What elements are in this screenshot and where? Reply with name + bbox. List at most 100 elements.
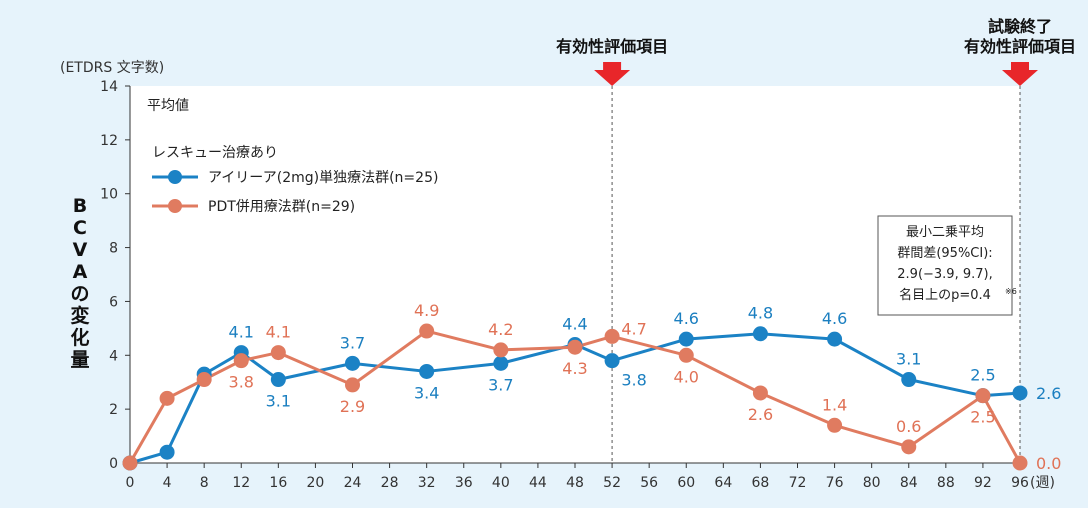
- y-tick-label: 8: [109, 241, 118, 257]
- data-label: 4.0: [674, 367, 699, 386]
- data-point: [159, 390, 175, 406]
- x-tick-label: 88: [937, 475, 955, 491]
- y-axis-title: B C V A の変化量: [70, 195, 89, 371]
- stats-line: 最小二乗平均: [906, 225, 984, 240]
- x-tick-label: 80: [863, 475, 881, 491]
- endpoint-title: 試験終了: [988, 17, 1052, 36]
- x-tick-label: 84: [900, 475, 918, 491]
- data-point: [604, 328, 620, 344]
- x-tick-label: 44: [529, 475, 547, 491]
- stats-footnote: ※6: [1005, 287, 1017, 296]
- data-point: [678, 347, 694, 363]
- stats-box: [877, 215, 1013, 316]
- data-label: 4.1: [229, 323, 254, 342]
- data-point: [1012, 455, 1028, 471]
- legend-entry: PDT併用療法群(n=29): [208, 198, 355, 215]
- data-point: [901, 372, 917, 388]
- data-point: [122, 455, 138, 471]
- y-tick-label: 2: [109, 402, 118, 418]
- data-point: [752, 385, 768, 401]
- x-tick-label: 32: [418, 475, 436, 491]
- data-point: [752, 326, 768, 342]
- endpoint-arrow: [1002, 62, 1038, 86]
- data-point: [419, 323, 435, 339]
- series-line: [128, 329, 1022, 464]
- data-label: 3.8: [229, 373, 254, 392]
- data-label: 0.6: [896, 417, 921, 436]
- data-label: 4.7: [621, 319, 646, 338]
- x-tick-label: 40: [492, 475, 510, 491]
- y-tick-label: 6: [109, 294, 118, 310]
- x-tick-label: 8: [200, 475, 209, 491]
- stats-line: 2.9(−3.9, 9.7),: [897, 267, 992, 282]
- data-point: [270, 372, 286, 388]
- legend-marker: [168, 199, 182, 213]
- stats-line: 群間差(95%CI):: [897, 246, 992, 261]
- data-point: [419, 363, 435, 379]
- endpoint-title: 有効性評価項目: [964, 37, 1076, 56]
- legend-group-title: レスキュー治療あり: [152, 144, 278, 161]
- x-tick-label: 28: [381, 475, 399, 491]
- x-tick-label: 72: [789, 475, 807, 491]
- data-point: [975, 388, 991, 404]
- data-label: 4.3: [562, 359, 587, 378]
- data-label: 3.1: [896, 350, 921, 369]
- data-label: 2.9: [340, 397, 365, 416]
- data-label: 4.1: [266, 323, 291, 342]
- y-tick-label: 0: [109, 456, 118, 472]
- data-point: [196, 372, 212, 388]
- x-tick-label: 24: [344, 475, 362, 491]
- legend-subtitle: 平均値: [147, 98, 189, 114]
- data-label: 3.4: [414, 383, 439, 402]
- data-label: 3.8: [621, 371, 646, 390]
- data-label: 3.1: [266, 392, 291, 411]
- data-point: [493, 355, 509, 371]
- x-tick-label: 48: [566, 475, 584, 491]
- x-tick-label: 76: [826, 475, 844, 491]
- stats-line: 名目上のp=0.4: [899, 287, 991, 303]
- data-label: 4.6: [674, 309, 699, 328]
- data-label: 2.5: [970, 408, 995, 427]
- data-point: [901, 439, 917, 455]
- data-point: [270, 345, 286, 361]
- y-axis-unit: (ETDRS 文字数): [60, 60, 164, 76]
- x-tick-label: 52: [603, 475, 621, 491]
- data-point: [233, 353, 249, 369]
- endpoint-arrow: [594, 62, 631, 86]
- x-tick-label: 68: [752, 475, 770, 491]
- endpoint-title: 有効性評価項目: [556, 37, 668, 56]
- data-label: 4.8: [748, 304, 773, 323]
- data-label: 2.5: [970, 366, 995, 385]
- data-point: [604, 353, 620, 369]
- x-tick-label: 16: [269, 475, 287, 491]
- x-tick-label: 36: [455, 475, 473, 491]
- x-tick-label: 12: [232, 475, 250, 491]
- y-tick-label: 4: [109, 348, 118, 364]
- y-tick-label: 12: [100, 133, 118, 149]
- x-axis-unit: (週): [1030, 475, 1055, 491]
- y-tick-label: 10: [100, 187, 118, 203]
- x-tick-label: 60: [677, 475, 695, 491]
- x-tick-label: 0: [126, 475, 135, 491]
- data-point: [567, 339, 583, 355]
- data-point: [345, 377, 360, 393]
- legend-marker: [168, 170, 182, 184]
- data-label: 2.6: [1036, 384, 1061, 403]
- data-point: [493, 342, 509, 358]
- data-point: [827, 417, 843, 433]
- data-label: 1.4: [822, 395, 847, 414]
- y-tick-label: 14: [100, 79, 118, 95]
- data-point: [827, 331, 843, 347]
- x-tick-label: 20: [307, 475, 325, 491]
- series-line: [129, 332, 1021, 465]
- x-tick-label: 56: [640, 475, 658, 491]
- data-label: 2.6: [748, 405, 773, 424]
- plot-area: [130, 86, 1020, 463]
- data-label: 3.7: [340, 333, 365, 352]
- data-point: [1012, 385, 1028, 401]
- x-tick-label: 92: [974, 475, 992, 491]
- data-point: [159, 444, 175, 460]
- data-point: [678, 331, 694, 347]
